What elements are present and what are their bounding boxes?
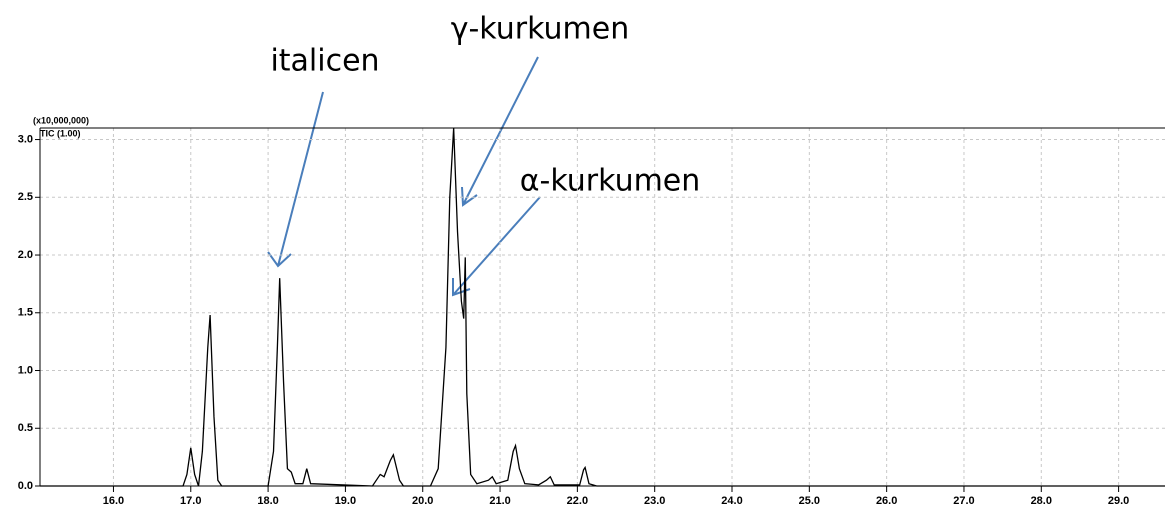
annotation: γ-kurkumen <box>451 12 630 47</box>
x-tick-label: 21.0 <box>489 495 510 507</box>
x-tick-label: 25.0 <box>799 495 820 507</box>
y-tick-label: 2.0 <box>18 249 33 261</box>
arrow <box>267 91 324 268</box>
y-multiplier: (x10,000,000) <box>33 115 89 125</box>
y-tick-label: 0.5 <box>18 422 33 434</box>
x-tick-label: 29.0 <box>1108 495 1129 507</box>
x-tick-label: 23.0 <box>644 495 665 507</box>
x-tick-label: 27.0 <box>953 495 974 507</box>
y-tick-label: 1.0 <box>18 364 33 376</box>
x-tick-label: 24.0 <box>721 495 742 507</box>
trace-line <box>40 127 1165 487</box>
arrows <box>267 56 541 297</box>
x-tick-label: 20.0 <box>412 495 433 507</box>
y-tick-label: 1.5 <box>18 307 33 319</box>
trace-label: TIC (1.00) <box>40 128 81 138</box>
x-tick-label: 26.0 <box>876 495 897 507</box>
x-tick-label: 17.0 <box>180 495 201 507</box>
y-tick-label: 2.5 <box>18 191 33 203</box>
x-tick-label: 18.0 <box>257 495 278 507</box>
annotation: α-kurkumen <box>520 164 701 199</box>
x-tick-label: 16.0 <box>103 495 124 507</box>
y-tick-label: 0.0 <box>18 480 33 492</box>
x-tick-label: 28.0 <box>1031 495 1052 507</box>
y-tick-label: 3.0 <box>18 133 33 145</box>
x-tick-label: 22.0 <box>567 495 588 507</box>
x-tick-label: 19.0 <box>335 495 356 507</box>
annotation: italicen <box>270 44 379 79</box>
